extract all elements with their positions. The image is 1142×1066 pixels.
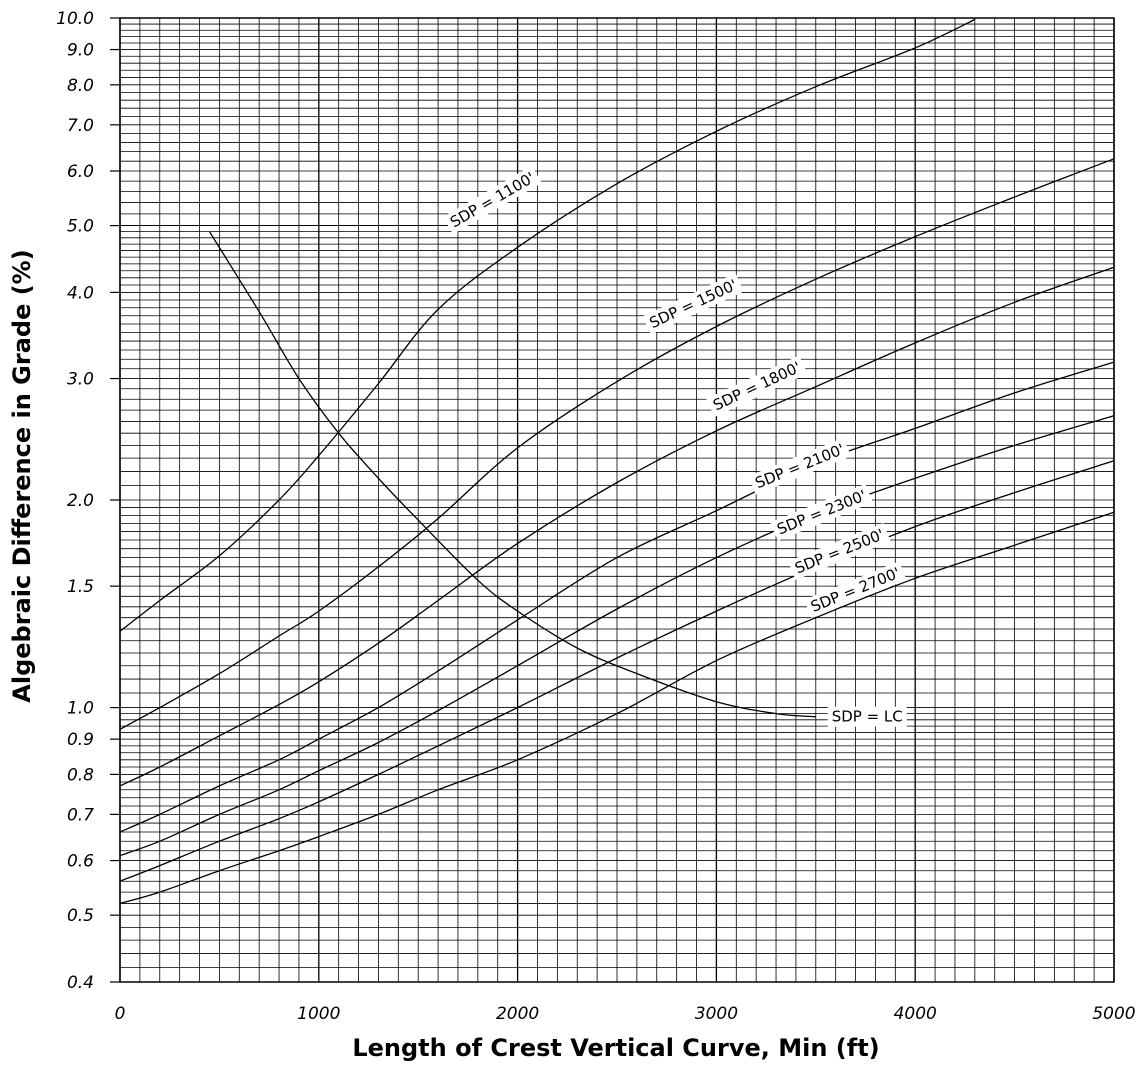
series-label-text: SDP = 1800' <box>710 358 803 414</box>
curves <box>119 18 1115 905</box>
x-tick-label: 3000 <box>695 1004 738 1024</box>
series-line <box>208 231 816 718</box>
y-tick-label: 1.5 <box>67 577 94 597</box>
y-tick-label: 3.0 <box>67 370 94 390</box>
series-label-background <box>827 706 907 727</box>
y-tick-label: 0.4 <box>67 973 94 993</box>
series-label-background <box>443 165 542 235</box>
series-line <box>119 361 1115 833</box>
y-tick-label: 0.8 <box>67 765 94 785</box>
series-label: SDP = 1800' <box>706 355 808 417</box>
x-tick-label: 2000 <box>496 1004 539 1024</box>
series-label-background <box>748 437 852 495</box>
series-line <box>119 511 1115 905</box>
series-label-background <box>770 483 873 541</box>
series-label-background <box>642 273 744 335</box>
x-tick-label: 0 <box>115 1004 126 1024</box>
series-label-text: SDP = 1100' <box>447 169 538 232</box>
series-line <box>119 266 1115 787</box>
tick-labels: 0.4 0.5 0.6 0.7 0.8 0.9 1.0 1.5 2.0 3.0 4.0 5.0 6.0 7… <box>56 9 1135 1024</box>
y-tick-label: 4.0 <box>67 283 94 303</box>
series-label: SDP = 2300' <box>770 483 873 541</box>
y-tick-label: 8.0 <box>67 76 94 96</box>
grid <box>119 17 1115 983</box>
y-tick-label: 0.7 <box>67 805 94 825</box>
series-label-background <box>706 355 808 417</box>
series-label-text: SDP = 2100' <box>753 440 847 492</box>
series-label-text: SDP = 2300' <box>774 486 868 538</box>
series-label: SDP = 1500' <box>642 273 744 335</box>
x-axis-title: Length of Crest Vertical Curve, Min (ft) <box>352 1034 879 1062</box>
y-tick-label: 7.0 <box>67 116 94 136</box>
y-tick-label: 6.0 <box>67 162 94 182</box>
x-tick-label: 1000 <box>297 1004 340 1024</box>
y-tick-label: 0.9 <box>67 730 94 750</box>
series-label-background <box>804 561 907 619</box>
series-label: SDP = LC <box>827 706 907 727</box>
series-label-text: SDP = LC <box>832 708 903 726</box>
series-label-background <box>788 522 891 580</box>
x-tick-label: 5000 <box>1092 1004 1135 1024</box>
y-tick-label: 5.0 <box>67 217 94 237</box>
y-tick-label: 9.0 <box>67 41 94 61</box>
series-line <box>119 460 1115 882</box>
series-line <box>119 415 1115 857</box>
curve-labels: SDP = 1100' SDP = 1500' SDP = 1800' SDP = 2… <box>443 165 907 727</box>
y-tick-label: 0.5 <box>67 906 94 926</box>
y-tick-label: 1.0 <box>67 699 94 719</box>
y-tick-label: 2.0 <box>67 491 94 511</box>
series-line <box>119 18 976 632</box>
x-tick-label: 4000 <box>894 1004 937 1024</box>
series-line <box>119 158 1115 730</box>
series-label-text: SDP = 2500' <box>792 525 886 577</box>
y-axis-title: Algebraic Difference in Grade (%) <box>8 249 36 702</box>
y-tick-label: 10.0 <box>56 9 94 29</box>
y-tick-label: 0.6 <box>67 852 94 872</box>
